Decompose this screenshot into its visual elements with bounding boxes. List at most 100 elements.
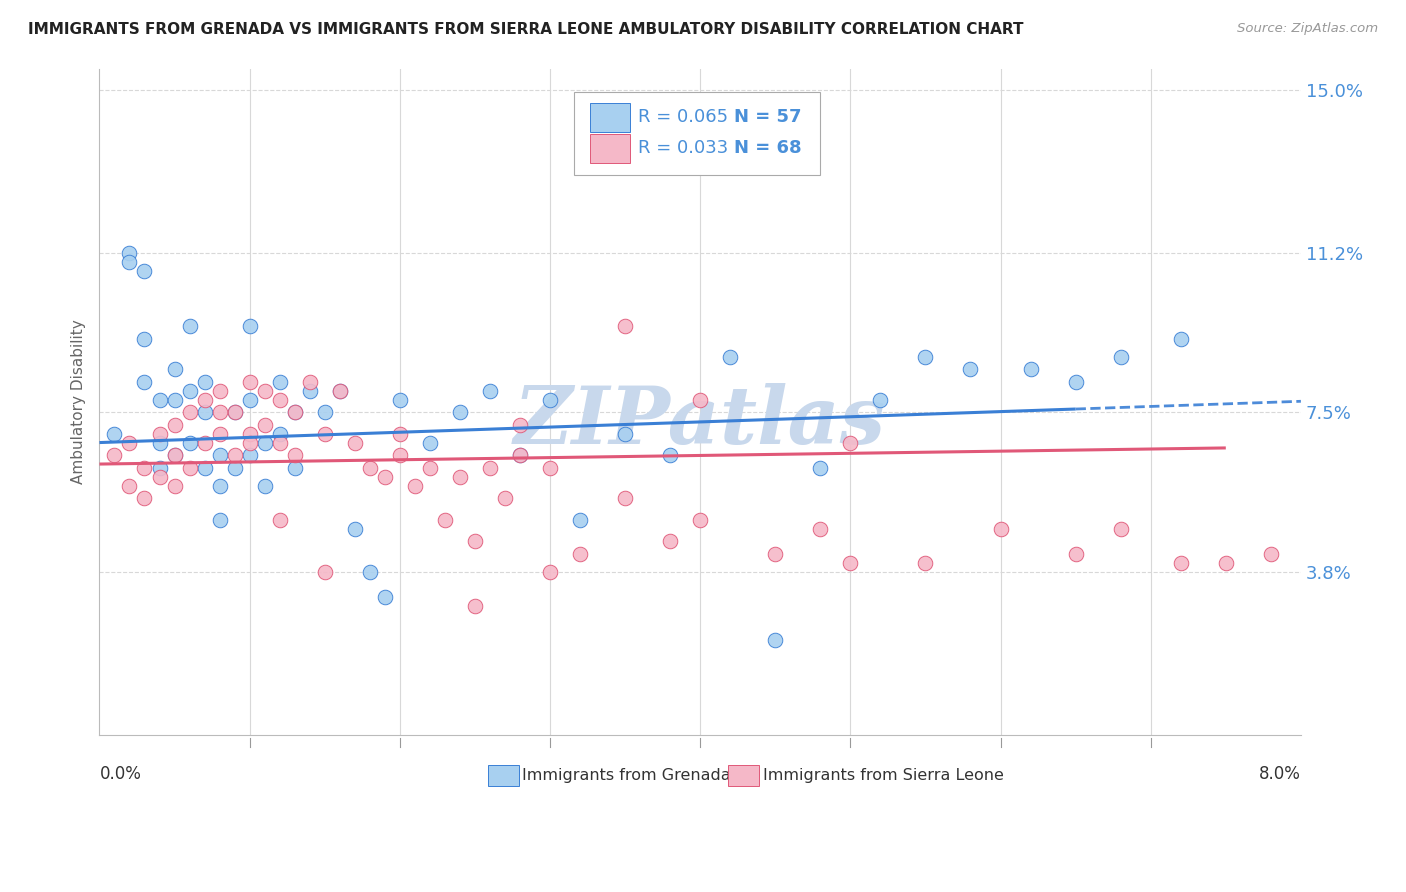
Point (284, 405, 307, 419)
Point (298, 376, 321, 390)
Text: 8.0%: 8.0% (1258, 765, 1301, 783)
Point (193, 392, 215, 407)
FancyBboxPatch shape (728, 765, 759, 786)
Point (329, 384, 352, 398)
Point (118, 246, 141, 260)
Point (314, 405, 336, 419)
Point (239, 376, 262, 390)
Point (179, 461, 201, 475)
Point (388, 449, 411, 463)
Point (148, 461, 170, 475)
Point (269, 376, 291, 390)
Point (148, 435, 170, 450)
Point (148, 427, 170, 442)
Point (404, 478, 426, 492)
Point (148, 470, 170, 484)
Point (284, 449, 307, 463)
Text: N = 57: N = 57 (734, 108, 801, 126)
Text: R = 0.033: R = 0.033 (638, 139, 728, 158)
Text: IMMIGRANTS FROM GRENADA VS IMMIGRANTS FROM SIERRA LEONE AMBULATORY DISABILITY CO: IMMIGRANTS FROM GRENADA VS IMMIGRANTS FR… (28, 22, 1024, 37)
Point (1109, 522, 1132, 536)
Point (614, 491, 637, 506)
Point (193, 405, 215, 419)
Point (419, 435, 441, 450)
Point (689, 392, 711, 407)
Point (449, 405, 471, 419)
Point (538, 392, 561, 407)
Point (179, 319, 201, 334)
Point (419, 461, 441, 475)
Point (239, 449, 262, 463)
Point (239, 319, 262, 334)
FancyBboxPatch shape (488, 765, 519, 786)
Text: N = 68: N = 68 (734, 139, 801, 158)
Point (103, 449, 125, 463)
Point (253, 418, 276, 433)
Point (134, 376, 156, 390)
Point (134, 263, 156, 277)
Point (224, 461, 246, 475)
Point (269, 435, 291, 450)
Point (163, 449, 186, 463)
Point (839, 435, 862, 450)
Point (343, 435, 366, 450)
Point (239, 392, 262, 407)
Point (1170, 332, 1192, 346)
Point (224, 405, 246, 419)
Point (239, 435, 262, 450)
Point (179, 405, 201, 419)
Point (224, 449, 246, 463)
Point (179, 384, 201, 398)
Point (284, 405, 307, 419)
Point (163, 478, 186, 492)
Point (763, 547, 786, 561)
Point (359, 565, 381, 579)
Point (208, 405, 231, 419)
Point (163, 362, 186, 376)
Point (314, 427, 336, 442)
Point (193, 461, 215, 475)
Point (1260, 547, 1282, 561)
Point (134, 491, 156, 506)
Point (179, 435, 201, 450)
Point (478, 461, 501, 475)
Text: ZIPatlas: ZIPatlas (515, 383, 886, 460)
Text: 0.0%: 0.0% (100, 765, 142, 783)
Point (163, 392, 186, 407)
Point (763, 633, 786, 648)
Point (808, 522, 831, 536)
Point (509, 449, 531, 463)
Point (538, 565, 561, 579)
Point (359, 461, 381, 475)
Point (464, 599, 486, 613)
Point (298, 384, 321, 398)
Point (134, 461, 156, 475)
Point (1064, 376, 1087, 390)
Point (269, 513, 291, 527)
Point (193, 376, 215, 390)
Point (374, 470, 396, 484)
Point (103, 427, 125, 442)
Point (464, 534, 486, 549)
Point (478, 384, 501, 398)
Point (494, 491, 516, 506)
Point (569, 513, 592, 527)
Point (388, 392, 411, 407)
Point (118, 478, 141, 492)
Point (208, 449, 231, 463)
Point (1109, 350, 1132, 364)
Point (614, 319, 637, 334)
Point (914, 556, 936, 570)
Point (253, 478, 276, 492)
Text: Source: ZipAtlas.com: Source: ZipAtlas.com (1237, 22, 1378, 36)
Point (1064, 547, 1087, 561)
Point (208, 513, 231, 527)
Point (118, 255, 141, 269)
FancyBboxPatch shape (589, 134, 630, 163)
FancyBboxPatch shape (589, 103, 630, 132)
Point (449, 470, 471, 484)
Point (509, 418, 531, 433)
Point (269, 427, 291, 442)
Point (509, 449, 531, 463)
Point (269, 392, 291, 407)
